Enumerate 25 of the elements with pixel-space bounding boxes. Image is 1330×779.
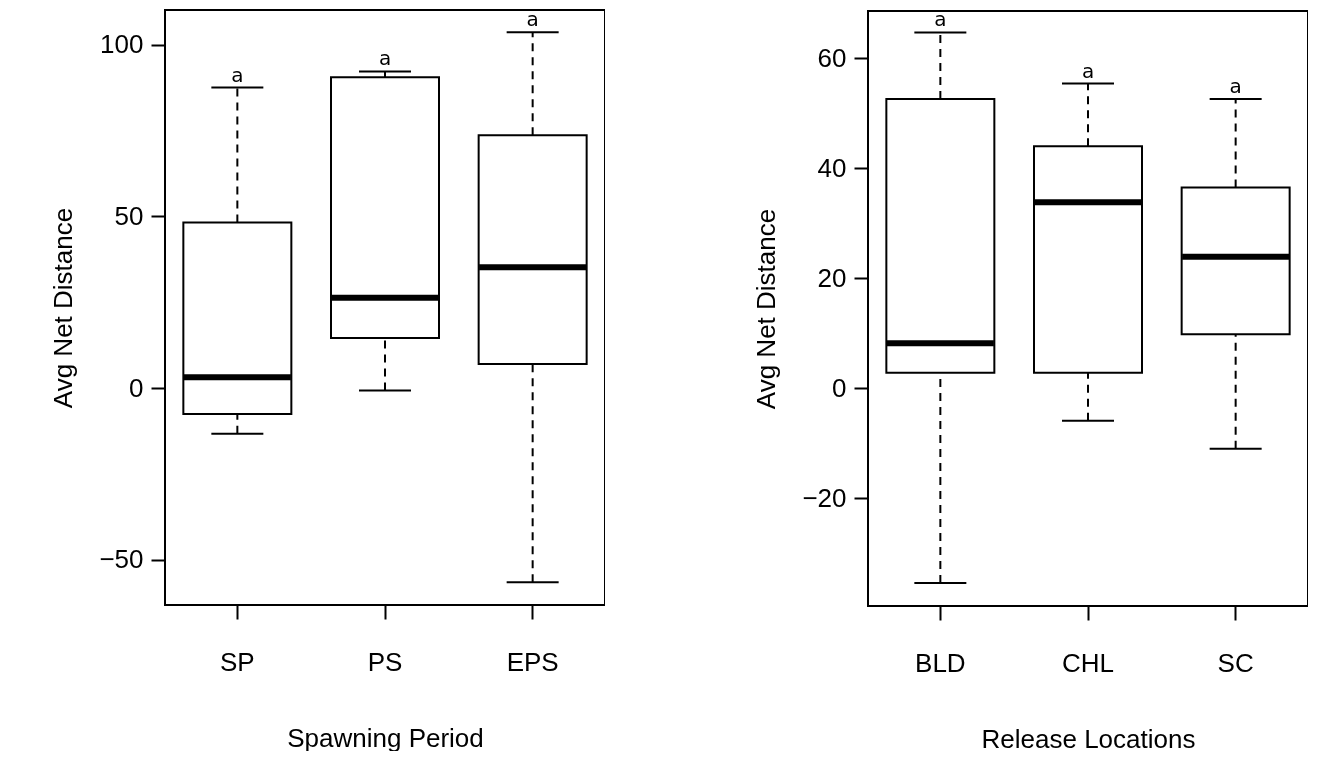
y-tick-label: −50 (99, 544, 144, 575)
x-tick-label: EPS (506, 646, 559, 677)
x-tick-label: BLD (915, 647, 966, 678)
x-tick-label: PS (367, 646, 403, 677)
x-axis-title: Spawning Period (287, 722, 484, 753)
annotation: a (1081, 58, 1095, 83)
y-tick-label: 100 (100, 29, 144, 60)
annotation: a (526, 7, 539, 32)
y-tick-label: 0 (832, 372, 847, 403)
y-tick-label: 0 (129, 372, 144, 403)
y-tick-label: 50 (114, 200, 144, 231)
y-tick-label: 20 (817, 262, 847, 293)
y-tick-label: 60 (817, 42, 847, 73)
y-axis-title: Avg Net Distance (751, 208, 782, 410)
y-axis-title: Avg Net Distance (48, 207, 79, 409)
annotation: a (934, 7, 947, 32)
annotation: a (1229, 73, 1242, 98)
x-tick-label: SP (220, 646, 255, 677)
x-axis-title: Release Locations (981, 723, 1196, 754)
y-tick-label: 40 (817, 152, 847, 183)
x-tick-label: CHL (1061, 647, 1115, 678)
y-tick-label: −20 (802, 482, 847, 513)
annotation: a (378, 46, 392, 71)
x-tick-label: SC (1217, 647, 1254, 678)
annotation: a (231, 62, 244, 87)
